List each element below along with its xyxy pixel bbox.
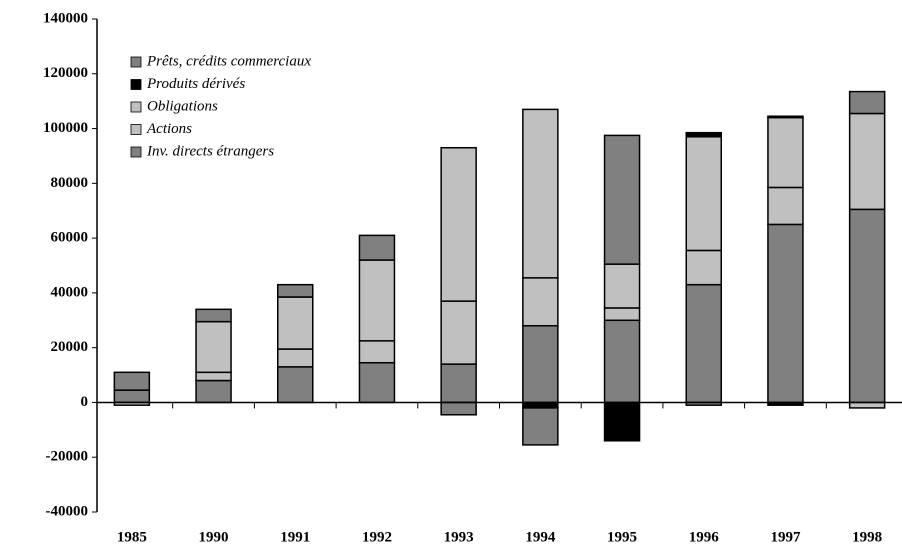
legend-swatch	[130, 79, 142, 90]
y-tick-label: 80000	[51, 175, 89, 191]
legend-label: Obligations	[147, 98, 218, 114]
bar-segment	[358, 340, 396, 364]
x-tick-label: 1996	[689, 529, 720, 545]
bar-segment	[440, 363, 477, 404]
x-tick-label: 1992	[362, 529, 392, 545]
x-tick-label: 1993	[444, 529, 474, 545]
bar-segment	[603, 307, 641, 322]
bar-segment	[440, 300, 477, 365]
x-tick-label: 1991	[280, 529, 310, 545]
bar-segment	[358, 361, 396, 404]
bar-segment	[685, 249, 722, 286]
bar-segment	[358, 259, 396, 342]
legend-label: Inv. directs étrangers	[146, 143, 274, 159]
bar-segment	[767, 186, 804, 226]
bar-segment	[848, 208, 886, 404]
bar-segment	[685, 283, 722, 404]
bar-segment	[522, 277, 559, 327]
x-tick-label: 1995	[607, 529, 637, 545]
bar-segment	[603, 263, 641, 309]
y-tick-label: 40000	[51, 284, 89, 300]
x-tick-label: 1985	[117, 529, 147, 545]
y-tick-label: 0	[81, 394, 89, 410]
bar-segment	[113, 371, 151, 391]
bar-segment	[195, 320, 232, 374]
bar-segment	[767, 115, 804, 119]
bar-segment	[195, 379, 232, 404]
bar-segment	[522, 325, 559, 404]
y-tick-label: 120000	[43, 65, 88, 81]
y-tick-label: 60000	[51, 230, 89, 246]
bar-segment	[277, 283, 314, 298]
y-tick-label: -40000	[46, 503, 89, 519]
bar-segment	[848, 90, 886, 115]
x-tick-label: 1994	[525, 529, 556, 545]
bar-segment	[603, 401, 641, 442]
x-tick-label: 1997	[770, 529, 801, 545]
bar-segment	[522, 108, 559, 279]
bar-segment	[848, 112, 886, 211]
legend-swatch	[130, 56, 142, 68]
bar-segment	[522, 401, 559, 409]
y-tick-label: 20000	[51, 339, 89, 355]
x-tick-label: 1998	[852, 529, 882, 545]
bar-segment	[603, 134, 641, 265]
bar-segment	[277, 366, 314, 404]
bar-segment	[358, 234, 396, 261]
legend-label: Actions	[146, 121, 192, 137]
bar-segment	[195, 308, 232, 323]
bar-segment	[767, 116, 804, 189]
bar-segment	[440, 401, 477, 416]
legend-swatch	[130, 146, 142, 158]
bar-segment	[277, 296, 314, 350]
bar-segment	[195, 371, 232, 382]
y-tick-label: -20000	[46, 449, 89, 465]
bar-segment	[685, 131, 722, 138]
legend-swatch	[130, 124, 142, 135]
bar-segment	[440, 146, 477, 302]
bar-segment	[113, 389, 151, 404]
y-tick-label: 140000	[43, 10, 88, 26]
bar-segment	[522, 407, 559, 446]
y-tick-label: 100000	[43, 120, 88, 136]
legend-label: Produits dérivés	[146, 76, 245, 92]
bar-segment	[848, 401, 886, 409]
legend-label: Prêts, crédits commerciaux	[146, 53, 311, 69]
bar-segment	[685, 136, 722, 252]
x-tick-label: 1990	[199, 529, 229, 545]
bar-segment	[277, 348, 314, 368]
legend-swatch	[130, 101, 142, 113]
bar-segment	[767, 223, 804, 404]
bar-segment	[603, 319, 641, 404]
